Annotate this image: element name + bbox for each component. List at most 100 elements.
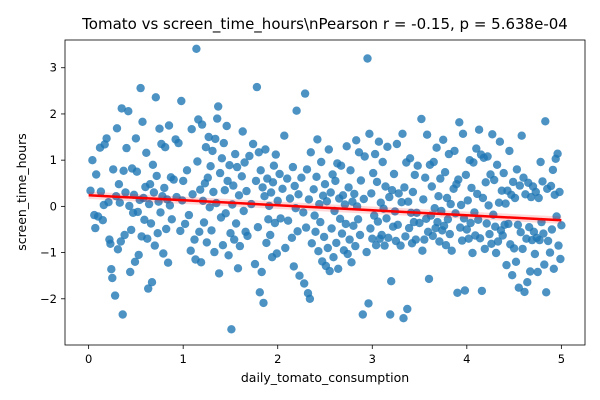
data-point [469,158,478,167]
data-point [447,246,456,255]
data-point [250,259,260,269]
data-point [133,207,142,217]
data-point [117,104,126,113]
data-point [337,229,347,238]
data-point [332,238,341,248]
data-point [293,227,302,236]
data-point [382,214,391,223]
data-point [509,244,519,253]
data-point [125,201,134,211]
data-point [108,273,117,283]
y-axis-label: screen_time_hours [14,133,29,250]
data-point [482,219,491,228]
data-point [335,214,345,223]
x-tick-label: 0 [85,352,92,366]
data-point [272,249,281,258]
y-tick-label: −1 [40,246,57,260]
data-point [322,197,332,206]
data-point [539,229,548,238]
data-point [138,117,147,127]
data-point [369,168,378,178]
data-point [182,166,192,175]
data-point [370,211,379,220]
data-point [163,258,173,267]
data-point [319,232,329,242]
data-point [147,278,157,287]
data-point [134,250,143,260]
data-point [276,214,285,223]
data-point [151,93,160,102]
data-point [210,247,219,257]
data-point [373,217,383,226]
data-point [292,106,301,115]
data-point [363,54,372,63]
data-point [422,130,432,139]
data-point [378,157,387,167]
data-point [224,251,233,260]
data-point [218,241,228,250]
x-tick-label: 1 [180,352,187,366]
data-point [508,177,518,187]
data-point [352,136,361,145]
data-point [475,234,485,243]
data-point [149,188,159,197]
data-point [240,158,249,167]
y-tick-label: 2 [50,107,57,121]
data-point [477,286,487,296]
data-point [511,257,521,266]
data-point [329,253,338,262]
data-point [461,170,471,180]
data-point [159,249,168,258]
data-point [345,235,354,244]
data-point [498,231,507,240]
data-point [288,162,298,172]
data-point [300,89,310,98]
data-point [542,288,551,297]
data-point [104,198,113,207]
data-point [255,288,264,297]
data-point [317,157,326,167]
data-point [441,241,451,250]
data-point [387,277,396,286]
data-point [351,241,360,251]
y-tick-label: 1 [50,153,57,167]
data-point [193,157,202,166]
data-point [355,230,365,240]
data-point [342,142,351,151]
data-point [257,267,266,277]
data-point [233,264,243,273]
data-point [435,237,444,246]
data-point [377,230,386,240]
data-point [143,234,152,243]
data-point [122,143,131,153]
data-point [493,237,503,246]
data-point [242,186,251,196]
data-point [174,138,183,148]
data-point [152,171,161,181]
data-point [428,231,437,241]
data-point [427,182,436,191]
data-point [273,196,282,205]
data-point [310,211,319,220]
data-point [187,125,196,134]
data-point [436,174,445,183]
data-point [176,226,185,236]
data-point [517,131,526,140]
data-point [346,166,355,175]
data-point [260,192,269,201]
data-point [110,291,120,300]
data-point [234,191,244,200]
data-point [316,217,325,227]
data-point [287,233,297,242]
data-point [283,174,292,183]
data-point [217,154,227,163]
data-point [366,224,375,233]
data-point [359,194,368,204]
data-point [513,220,523,229]
data-point [553,149,562,158]
data-point [283,216,293,225]
x-tick-label: 5 [558,352,565,366]
data-point [320,180,330,189]
data-point [251,176,261,186]
data-point [458,129,468,138]
